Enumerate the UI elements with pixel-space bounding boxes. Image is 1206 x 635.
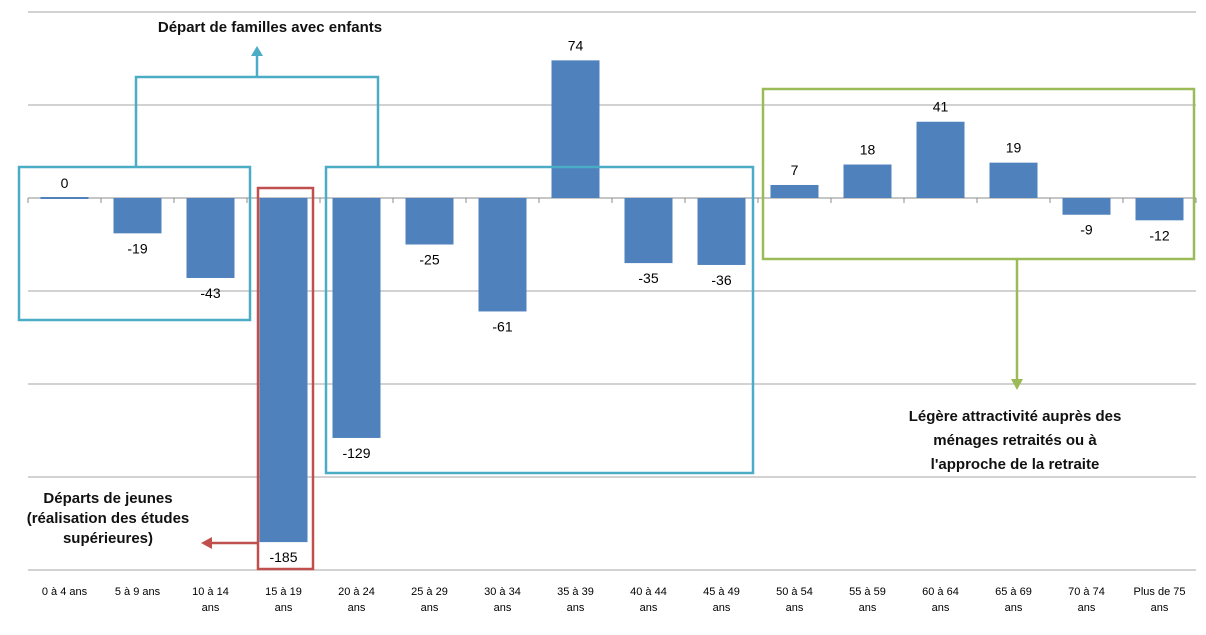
bar xyxy=(405,198,454,245)
x-tick-label: 40 à 44 ans xyxy=(630,586,667,614)
arrowhead-jeunes xyxy=(201,537,212,549)
bar xyxy=(843,164,892,198)
x-tick-label: 30 à 34 ans xyxy=(484,586,521,614)
annotation-familles: Départ de familles avec enfants xyxy=(100,18,440,38)
x-tick-label: 60 à 64 ans xyxy=(922,586,959,614)
value-label: 0 xyxy=(61,175,69,191)
x-tick-label: Plus de 75 ans xyxy=(1134,586,1186,614)
x-tick-label: 65 à 69 ans xyxy=(995,586,1032,614)
box-jeunes xyxy=(256,186,315,571)
x-tick-label: 5 à 9 ans xyxy=(115,586,161,598)
bar xyxy=(186,198,235,278)
bar xyxy=(697,198,746,265)
bar xyxy=(40,197,89,199)
value-label: -185 xyxy=(269,549,297,565)
arrowhead-retraite xyxy=(1011,379,1023,390)
value-label: -43 xyxy=(200,285,220,301)
bar xyxy=(624,198,673,264)
annotation-jeunes-line: (réalisation des études xyxy=(26,510,190,527)
x-tick-label: 15 à 19 ans xyxy=(265,586,302,614)
value-label: -35 xyxy=(638,270,658,286)
bar xyxy=(259,198,308,543)
value-label: -61 xyxy=(492,318,512,334)
bars xyxy=(40,60,1184,543)
value-label: -12 xyxy=(1149,227,1169,243)
annotation-retraite-line: l'approche de la retraite xyxy=(930,456,1100,473)
value-label: -25 xyxy=(419,252,439,268)
value-label: -19 xyxy=(127,240,147,256)
annotation-retraite-line: Légère attractivité auprès des xyxy=(908,408,1122,425)
x-tick-label: 45 à 49 ans xyxy=(703,586,740,614)
bar xyxy=(1062,198,1111,215)
box-famille-enfants xyxy=(17,165,252,322)
value-label: -36 xyxy=(711,272,731,288)
bracket-familles xyxy=(134,75,380,167)
bar xyxy=(916,121,965,198)
annotation-familles-line: Départ de familles avec enfants xyxy=(157,19,383,36)
arrowhead-familles xyxy=(251,46,263,56)
value-label: 7 xyxy=(791,162,799,178)
bar xyxy=(770,184,819,198)
bar xyxy=(113,198,162,234)
x-tick-label: 55 à 59 ans xyxy=(849,586,886,614)
value-label: -129 xyxy=(342,445,370,461)
x-tick-label: 0 à 4 ans xyxy=(42,586,88,598)
x-tick-label: 20 à 24 ans xyxy=(338,586,375,614)
value-label: 74 xyxy=(568,37,584,53)
bar xyxy=(989,162,1038,198)
x-tick-label: 50 à 54 ans xyxy=(776,586,813,614)
x-tick-label: 35 à 39 ans xyxy=(557,586,594,614)
value-labels: 0 -19 -43 -185 -129 -25 -61 74 -35 -36 7 18 41 19 -9 -1… xyxy=(61,37,1170,565)
annotation-shapes xyxy=(17,46,1196,571)
x-tick-label: 70 à 74 ans xyxy=(1068,586,1105,614)
bar xyxy=(551,60,600,198)
bar xyxy=(478,198,527,312)
bar xyxy=(332,198,381,438)
box-famille-adultes xyxy=(324,165,755,475)
annotation-jeunes: Départs de jeunes (réalisation des étude… xyxy=(8,489,208,549)
x-tick-labels: 0 à 4 ans 5 à 9 ans 10 à 14 ans 15 à 19 ans 20… xyxy=(42,586,1186,614)
annotation-retraite: Légère attractivité auprès des ménages r… xyxy=(860,405,1170,477)
annotation-jeunes-line: supérieures) xyxy=(62,530,154,547)
annotation-jeunes-line: Départs de jeunes xyxy=(43,490,173,507)
value-label: 18 xyxy=(860,142,876,158)
box-retraite xyxy=(761,87,1196,261)
value-label: -9 xyxy=(1080,222,1093,238)
x-tick-label: 10 à 14 ans xyxy=(192,586,229,614)
bar xyxy=(1135,198,1184,221)
annotation-retraite-line: ménages retraités ou à xyxy=(933,432,1097,449)
value-label: 19 xyxy=(1006,140,1022,156)
value-label: 41 xyxy=(933,99,949,115)
x-tick-label: 25 à 29 ans xyxy=(411,586,448,614)
